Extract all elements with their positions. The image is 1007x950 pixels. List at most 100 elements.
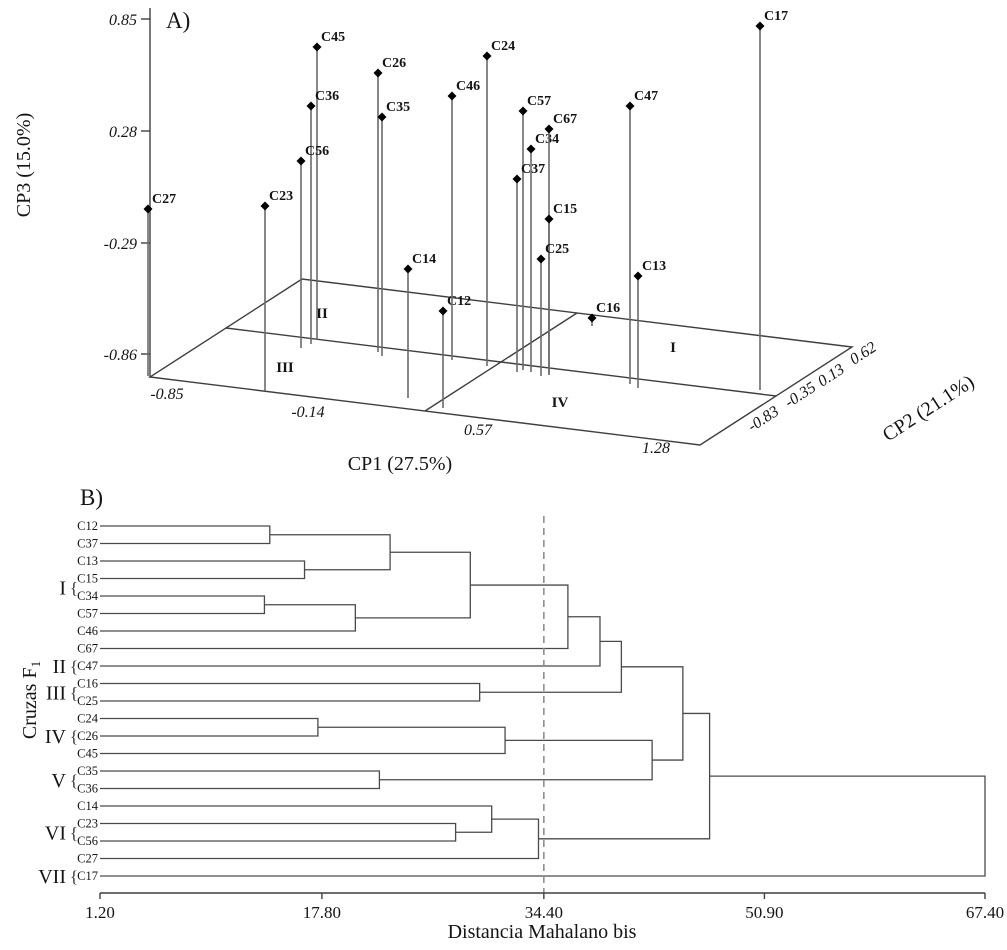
point-marker	[377, 112, 387, 122]
distancia-axis-label: Distancia Mahalano bis	[448, 921, 637, 943]
cluster-brace: {	[70, 683, 78, 702]
point-marker	[373, 68, 383, 78]
cp2-tick-label: 0.13	[815, 361, 848, 391]
distance-tick-label: 1.20	[85, 903, 115, 922]
dendrogram-link	[100, 525, 271, 545]
cruzas-axis-label-sub: 1	[28, 661, 43, 668]
dendrogram-link	[100, 726, 506, 755]
point-marker	[544, 124, 554, 134]
cp3-axis-label: CP3 (15.0%)	[13, 113, 35, 217]
leaf-label: C14	[77, 799, 99, 813]
cp1-tick-label: -0.14	[291, 404, 324, 421]
plane-divider-line	[225, 327, 777, 397]
cp1-tick-label: 0.57	[464, 422, 493, 439]
leaf-label: C36	[77, 782, 98, 796]
leaf-label: C27	[77, 852, 98, 866]
cluster-group-label: IV	[45, 726, 67, 748]
point-label: C47	[634, 89, 658, 104]
point-marker	[587, 313, 597, 323]
cluster-brace: {	[70, 771, 78, 790]
leaf-label: C56	[77, 834, 98, 848]
cp1-tick-label: 1.28	[642, 440, 670, 457]
dendrogram-link	[355, 551, 471, 619]
point-label: C27	[152, 192, 176, 207]
cp3-tick-label: -0.29	[104, 236, 137, 253]
point-marker	[625, 101, 635, 111]
cp3-tick-label: 0.28	[109, 124, 137, 141]
cp3-tick-label: 0.85	[109, 12, 137, 29]
dendrogram-link	[100, 616, 601, 667]
point-label: C12	[447, 294, 471, 309]
dendrogram-link	[100, 682, 481, 702]
distance-tick-label: 67.40	[966, 903, 1004, 922]
quadrant-label: III	[276, 360, 294, 376]
distance-tick-label: 34.40	[525, 903, 563, 922]
point-label: C26	[382, 56, 406, 71]
point-marker	[296, 156, 306, 166]
point-label: C37	[521, 162, 545, 177]
leaf-label: C12	[77, 519, 98, 533]
cp1-tick-label: -0.85	[150, 386, 183, 403]
cluster-brace: {	[70, 657, 78, 676]
cruzas-axis-label: Cruzas F1	[19, 661, 43, 739]
cp1-axis-label: CP1 (27.5%)	[348, 453, 452, 475]
point-label: C57	[527, 94, 551, 109]
point-label: C46	[456, 79, 480, 94]
dendrogram-link	[100, 717, 319, 737]
point-label: C23	[269, 189, 293, 204]
cruzas-axis-label-text: Cruzas F	[19, 667, 41, 739]
point-marker	[518, 106, 528, 116]
point-label: C25	[545, 242, 569, 257]
dendrogram-link	[100, 584, 569, 650]
dendrogram-link	[100, 770, 381, 790]
point-marker	[260, 201, 270, 211]
distance-tick-label: 50.90	[745, 903, 783, 922]
dendrogram-link	[100, 560, 306, 580]
point-marker	[312, 42, 322, 52]
point-marker	[143, 204, 153, 214]
leaf-label: C45	[77, 747, 98, 761]
cluster-group-label: VII	[38, 866, 66, 888]
leaf-label: C23	[77, 817, 98, 831]
quadrant-label: IV	[552, 395, 569, 411]
leaf-label: C34	[77, 589, 99, 603]
point-marker	[544, 214, 554, 224]
dendrogram-link	[269, 534, 391, 571]
leaf-label: C47	[77, 659, 98, 673]
dendrogram-link	[379, 739, 653, 781]
pca-3d-plot: 0.850.28-0.29-0.86 IIIIIIIV-0.85-0.140.57…	[104, 8, 880, 457]
leaf-label: C67	[77, 642, 98, 656]
leaf-label: C46	[77, 624, 98, 638]
point-marker	[536, 254, 546, 264]
dendrogram-link	[538, 712, 711, 840]
dendrogram-link	[100, 775, 986, 877]
cluster-brace: {	[70, 867, 78, 886]
panel-b: B) Cruzas F1 Distancia Mahalano bis C12C…	[19, 485, 1004, 943]
point-label: C16	[596, 301, 620, 316]
point-label: C45	[321, 30, 345, 45]
cp3-tick-label: -0.86	[104, 347, 137, 364]
leaf-label: C16	[77, 677, 98, 691]
point-marker	[633, 271, 643, 281]
point-marker	[512, 174, 522, 184]
point-marker	[306, 101, 316, 111]
point-marker	[447, 91, 457, 101]
cp2-axis-label: CP2 (21.1%)	[879, 371, 979, 446]
cluster-brace: {	[70, 823, 78, 842]
cluster-brace: {	[70, 727, 78, 746]
leaf-label: C57	[77, 607, 98, 621]
point-label: C36	[315, 89, 339, 104]
leaf-label: C26	[77, 729, 98, 743]
leaf-label: C17	[77, 869, 98, 883]
dendrogram-link	[100, 822, 457, 842]
leaf-label: C13	[77, 554, 98, 568]
cp2-tick-label: -0.83	[745, 403, 782, 435]
point-marker	[438, 306, 448, 316]
point-marker	[526, 144, 536, 154]
point-label: C35	[386, 100, 410, 115]
panel-a: A) CP3 (15.0%) CP1 (27.5%) CP2 (21.1%) 0…	[13, 8, 978, 475]
cluster-group-label: I	[59, 577, 66, 599]
quadrant-label: I	[670, 340, 676, 356]
point-label: C14	[412, 252, 436, 267]
